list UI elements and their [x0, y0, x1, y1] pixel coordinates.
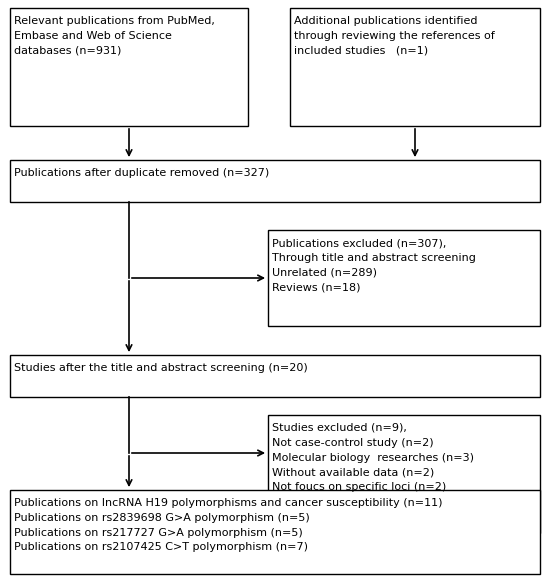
Bar: [10, 490, 540, 574]
Bar: [268, 415, 540, 533]
Text: Publications on lncRNA H19 polymorphisms and cancer susceptibility (n=11)
Public: Publications on lncRNA H19 polymorphisms…: [14, 498, 443, 552]
Bar: [290, 8, 540, 126]
Text: Studies excluded (n=9),
Not case-control study (n=2)
Molecular biology  research: Studies excluded (n=9), Not case-control…: [272, 423, 474, 492]
Bar: [10, 8, 248, 126]
Bar: [10, 355, 540, 397]
Text: Relevant publications from PubMed,
Embase and Web of Science
databases (n=931): Relevant publications from PubMed, Embas…: [14, 16, 215, 55]
Text: Additional publications identified
through reviewing the references of
included : Additional publications identified throu…: [294, 16, 495, 55]
Text: Publications excluded (n=307),
Through title and abstract screening
Unrelated (n: Publications excluded (n=307), Through t…: [272, 238, 476, 293]
Bar: [10, 160, 540, 202]
Bar: [268, 230, 540, 326]
Text: Studies after the title and abstract screening (n=20): Studies after the title and abstract scr…: [14, 363, 308, 373]
Text: Publications after duplicate removed (n=327): Publications after duplicate removed (n=…: [14, 168, 270, 178]
